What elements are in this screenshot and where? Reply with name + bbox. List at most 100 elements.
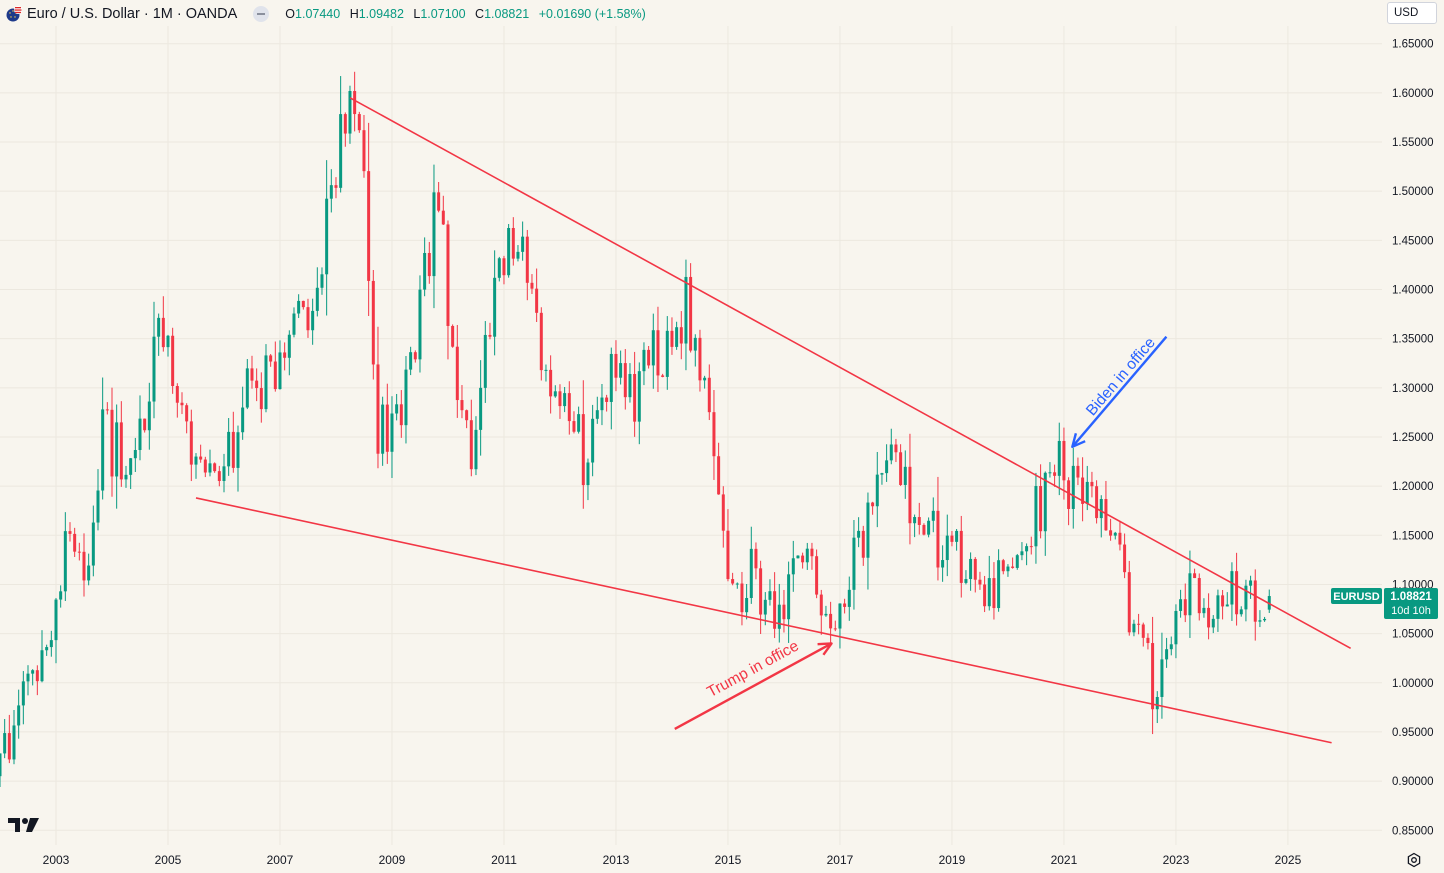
candle-body — [273, 361, 277, 390]
candle-body — [73, 533, 77, 552]
candle-body — [31, 670, 35, 674]
candle-body — [586, 462, 590, 486]
candle-body — [511, 227, 515, 259]
candle-body — [1118, 532, 1122, 545]
candle-body — [894, 444, 898, 453]
symbol-badge — [1331, 588, 1382, 605]
candle-body — [418, 289, 422, 360]
y-tick-label: 1.50000 — [1392, 186, 1434, 198]
candle-body — [847, 589, 851, 607]
candle-body — [819, 594, 823, 616]
biden-arrow[interactable] — [1071, 335, 1168, 448]
candle-body — [385, 404, 389, 452]
candle-body — [521, 236, 525, 252]
collapse-icon[interactable] — [253, 6, 270, 22]
candle-body — [199, 456, 203, 460]
candle-body — [1202, 607, 1206, 614]
candle-body — [413, 352, 417, 360]
candle-body — [661, 375, 665, 377]
y-tick-label: 1.65000 — [1392, 39, 1434, 51]
candle-body — [227, 431, 231, 467]
lower-trendline[interactable] — [195, 497, 1332, 744]
candle-body — [259, 388, 263, 410]
open-value: 1.07440 — [295, 7, 341, 21]
candle-body — [684, 276, 688, 344]
candle-body — [903, 466, 907, 485]
tradingview-logo-icon[interactable] — [8, 816, 40, 834]
candle-body — [469, 420, 473, 470]
candle-body — [917, 517, 921, 525]
candle-body — [689, 276, 693, 351]
candle-body — [997, 560, 1001, 609]
candle-body — [1174, 610, 1178, 645]
candle-body — [1137, 623, 1141, 625]
candle-body — [339, 114, 343, 188]
candle-body — [217, 471, 221, 481]
candle-body — [101, 409, 105, 491]
candle-body — [1095, 486, 1099, 519]
candle-body — [1132, 623, 1136, 633]
candle-body — [138, 418, 142, 451]
bar-countdown-text: 10d 10h — [1391, 605, 1431, 617]
x-tick-label: 2005 — [155, 853, 182, 867]
candle-body — [45, 647, 49, 651]
candle-body — [441, 210, 445, 225]
candle-body — [539, 312, 543, 371]
upper-trendline[interactable] — [349, 97, 1352, 650]
candle-body — [91, 522, 95, 566]
candle-body — [707, 377, 711, 413]
candle-body — [399, 404, 403, 426]
candle-body — [852, 537, 856, 590]
candle-body — [507, 227, 511, 276]
candle-body — [927, 520, 931, 535]
candle-body — [371, 280, 375, 365]
candle-body — [581, 414, 585, 486]
candle-body — [955, 530, 959, 542]
eu-us-flag-icon — [6, 6, 22, 22]
gear-icon[interactable] — [1406, 852, 1422, 868]
candle-body — [833, 628, 837, 630]
candle-body — [983, 584, 987, 607]
candle-body — [1230, 571, 1234, 605]
candle-body — [1104, 499, 1108, 531]
y-tick-label: 1.45000 — [1392, 235, 1434, 247]
close-label: C — [475, 7, 485, 21]
candle-body — [68, 531, 72, 534]
candle-body — [143, 418, 147, 431]
candle-body — [1235, 571, 1239, 615]
candle-body — [1011, 566, 1015, 568]
last-price-badge — [1384, 588, 1438, 620]
symbol-title[interactable]: Euro / U.S. Dollar · 1M · OANDA — [27, 6, 238, 22]
candle-body — [1090, 481, 1094, 487]
x-tick-label: 2017 — [827, 853, 854, 867]
candle-body — [409, 352, 413, 370]
legend: Euro / U.S. Dollar · 1M · OANDA O1.07440… — [6, 5, 646, 23]
candle-body — [945, 535, 949, 561]
candle-body — [1216, 595, 1220, 619]
trump-arrow[interactable] — [674, 642, 833, 731]
candle-body — [1076, 465, 1080, 478]
x-tick-label: 2023 — [1163, 853, 1190, 867]
candle-body — [479, 387, 483, 430]
candle-body — [82, 551, 86, 581]
candle-body — [1151, 643, 1155, 710]
close-value: 1.08821 — [484, 7, 530, 21]
candle-body — [488, 334, 492, 337]
candle-body — [1034, 486, 1038, 547]
candle-body — [964, 579, 968, 583]
candle-body — [773, 591, 777, 629]
candle-body — [1169, 644, 1173, 650]
candle-body — [623, 363, 627, 398]
currency-button[interactable]: USD — [1387, 2, 1437, 24]
candle-body — [656, 330, 660, 376]
candle-body — [973, 558, 977, 580]
y-tick-label: 1.55000 — [1392, 137, 1434, 149]
candle-body — [241, 407, 245, 433]
candle-body — [936, 510, 940, 568]
candle-body — [553, 391, 557, 397]
candle-body — [815, 556, 819, 595]
candle-body — [665, 330, 669, 377]
candle-body — [759, 568, 763, 615]
candle-body — [633, 373, 637, 422]
